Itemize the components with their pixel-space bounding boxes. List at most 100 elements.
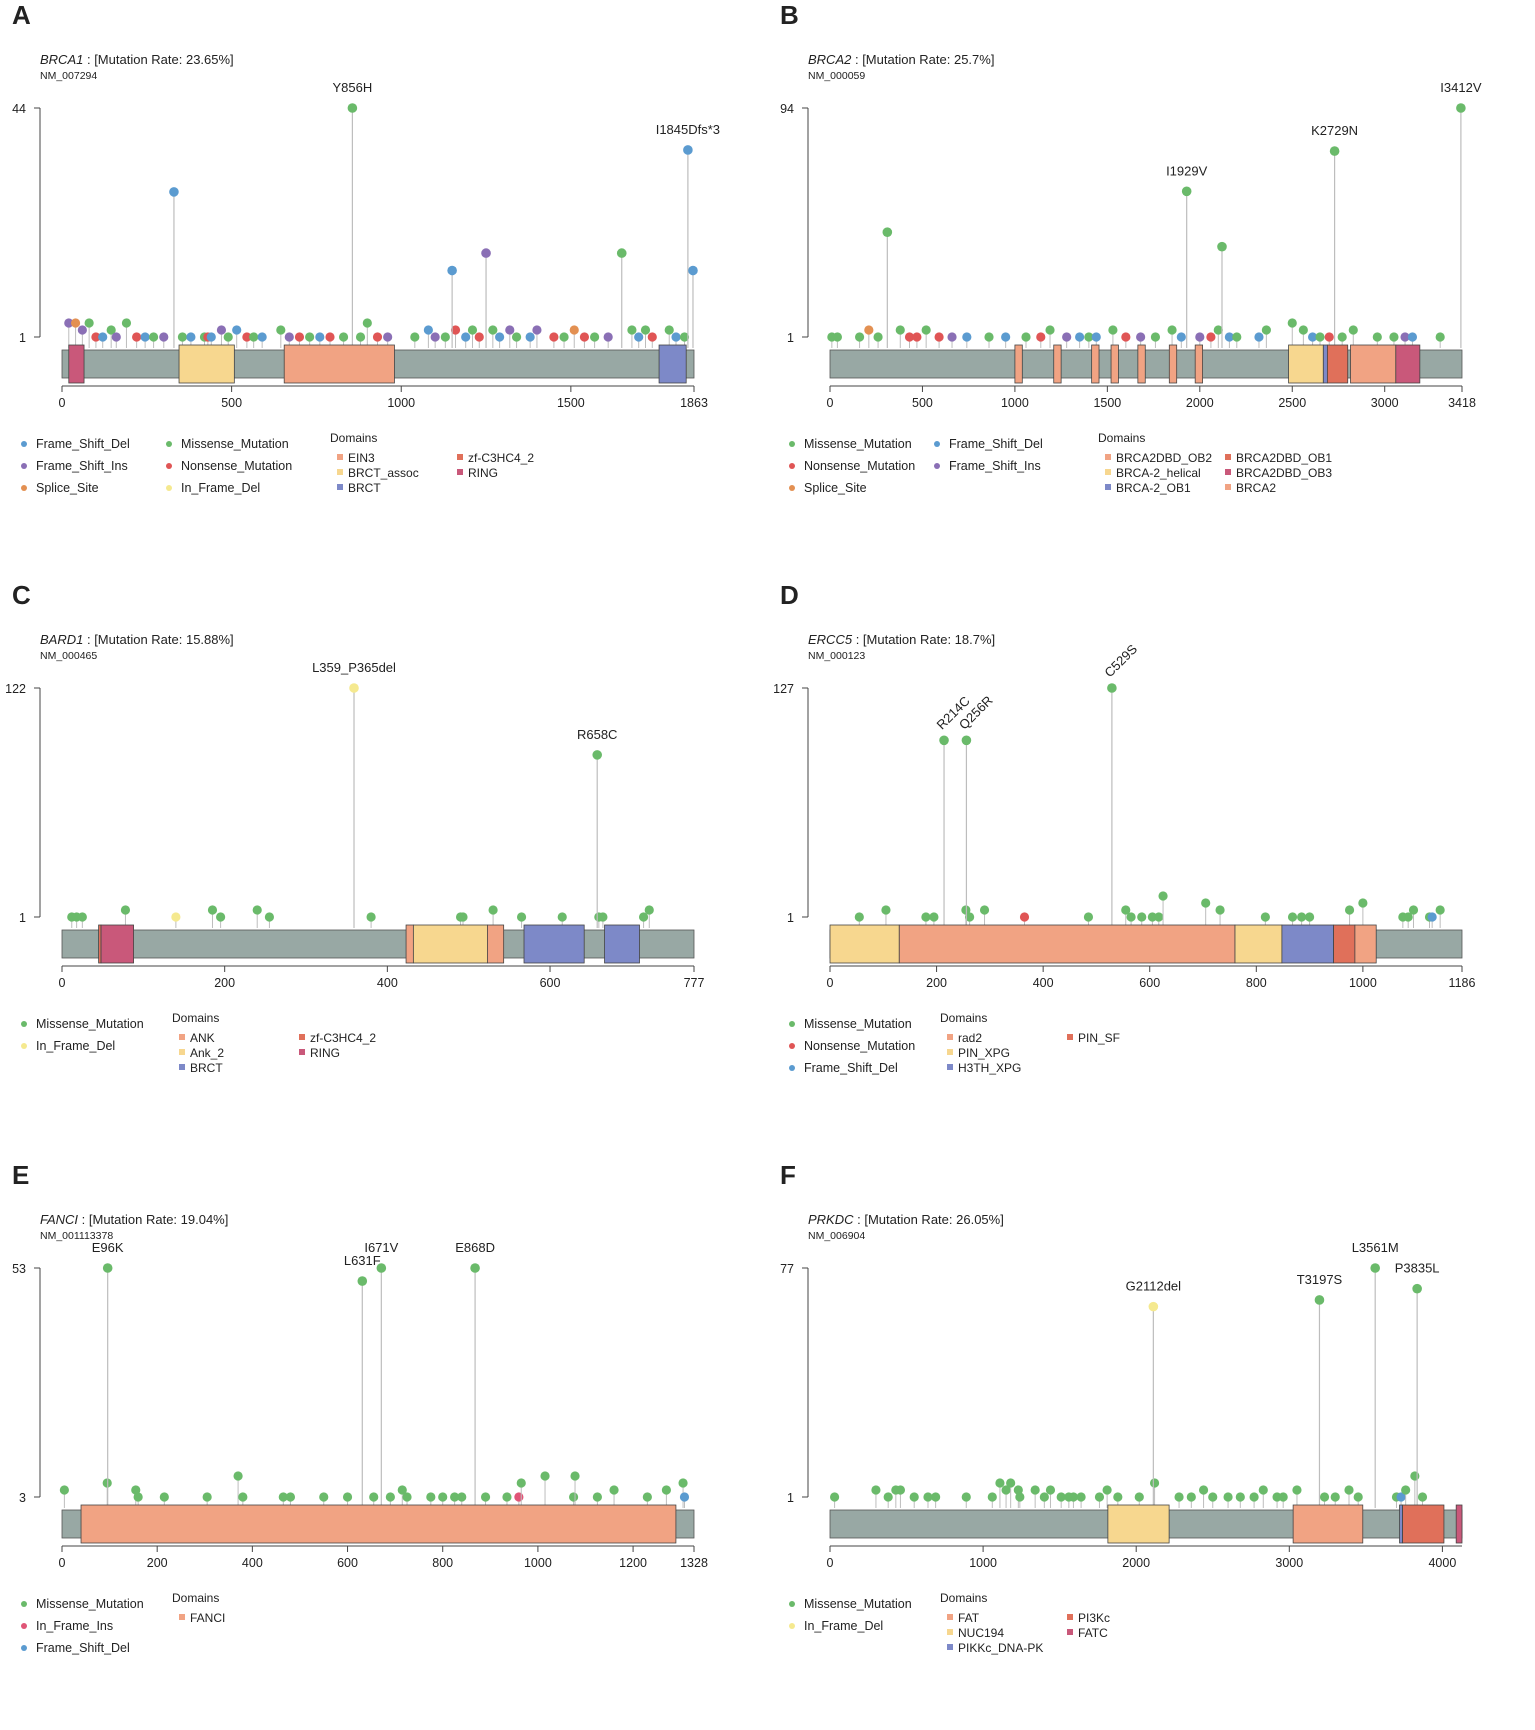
mutation-dot	[1006, 1478, 1016, 1488]
mutation-dot	[979, 905, 990, 915]
mutation-dot	[186, 332, 196, 342]
mutation-dot	[1287, 318, 1297, 328]
mutation-dot	[1348, 325, 1358, 335]
domain-ank	[405, 924, 414, 964]
legend-swatch	[299, 1034, 305, 1040]
mutation-dot	[1223, 1492, 1233, 1502]
mutation-dot	[242, 332, 252, 342]
legend-swatch	[947, 1614, 953, 1620]
mutation-dot	[1186, 1492, 1196, 1502]
legend-label: Missense_Mutation	[804, 1017, 912, 1031]
mutation-dot	[1150, 332, 1161, 342]
legend-label: Splice_Site	[36, 481, 99, 495]
mutation-dot	[159, 1492, 169, 1502]
mutation-dot	[678, 1478, 688, 1488]
mutation-dot	[1407, 332, 1418, 342]
mutation-dot	[410, 332, 420, 342]
legend-swatch	[21, 1043, 27, 1049]
mutation-dot	[1134, 1492, 1144, 1502]
x-tick-label: 2500	[1278, 396, 1306, 410]
mutation-dot	[525, 332, 535, 342]
mutation-label: Y856H	[333, 80, 373, 95]
panel-letter: C	[12, 580, 31, 610]
mutation-dot	[1260, 912, 1270, 922]
mutation-dot	[854, 332, 865, 342]
legend-swatch	[1225, 484, 1231, 490]
x-tick-label: 2000	[1186, 396, 1214, 410]
legend-label: RING	[310, 1046, 340, 1060]
legend-swatch	[21, 441, 27, 447]
chart-title: BRCA2 : [Mutation Rate: 25.7%]	[808, 52, 994, 67]
mutation-dot	[1224, 332, 1234, 342]
chart-title: FANCI : [Mutation Rate: 19.04%]	[40, 1212, 228, 1227]
legend-label: PIN_XPG	[958, 1046, 1010, 1060]
legend-swatch	[947, 1034, 953, 1040]
legend-swatch	[179, 1614, 185, 1620]
legend-swatch	[789, 1601, 795, 1607]
mutation-dot	[1198, 1485, 1209, 1495]
legend-label: Missense_Mutation	[36, 1017, 144, 1031]
mutation-dot	[557, 912, 567, 922]
mutation-dot	[423, 325, 433, 335]
mutation-dot	[909, 1492, 919, 1502]
mutation-dot	[319, 1492, 329, 1502]
mutation-dot	[921, 325, 931, 335]
mutation-dot	[647, 332, 657, 342]
legend-swatch	[1105, 484, 1111, 490]
mutation-dot	[1121, 905, 1131, 915]
legend-swatch	[947, 1049, 953, 1055]
mutation-dot	[223, 332, 233, 342]
mutation-dot	[1121, 332, 1131, 342]
mutation-dot	[264, 912, 275, 922]
domain-brca2	[1168, 344, 1178, 384]
x-tick-label: 500	[221, 396, 242, 410]
domain-pin_xpg	[1234, 924, 1283, 964]
domain-rad2	[1354, 924, 1377, 964]
x-tick-label: 1000	[524, 1556, 552, 1570]
y-tick-label: 44	[12, 102, 26, 116]
x-tick-label: 400	[377, 976, 398, 990]
mutation-dot	[514, 1492, 524, 1502]
mutation-dot	[495, 332, 505, 342]
mutation-dot	[148, 332, 159, 342]
mutation-dot	[440, 332, 450, 342]
legend-label: H3TH_XPG	[958, 1061, 1021, 1075]
mutation-dot	[102, 1263, 113, 1273]
domain-brct_assoc	[178, 344, 235, 384]
mutation-dot	[438, 1492, 448, 1502]
x-tick-label: 777	[684, 976, 705, 990]
mutation-dot	[461, 332, 471, 342]
legend-swatch	[21, 1601, 27, 1607]
mutation-dot	[64, 318, 74, 328]
mutation-dot	[1314, 1295, 1325, 1305]
mutation-dot	[638, 912, 649, 922]
domain-ring	[100, 924, 134, 964]
mutation-dot	[488, 905, 498, 915]
x-tick-label: 1000	[969, 1556, 997, 1570]
mutation-dot	[644, 905, 654, 915]
mutation-dot	[1456, 103, 1466, 113]
mutation-dot	[480, 1492, 491, 1502]
x-tick-label: 800	[432, 1556, 453, 1570]
y-tick-label: 53	[12, 1262, 26, 1276]
chart-title: ERCC5 : [Mutation Rate: 18.7%]	[808, 632, 995, 647]
mutation-dot	[1330, 1492, 1340, 1502]
transcript-id: NM_001113378	[40, 1230, 113, 1242]
mutation-dot	[233, 1471, 243, 1481]
transcript-id: NM_000123	[808, 650, 865, 662]
mutation-dot	[132, 332, 142, 342]
mutation-dot	[362, 318, 372, 328]
mutation-dot	[516, 1478, 526, 1488]
legend-label: zf-C3HC4_2	[310, 1031, 376, 1045]
mutation-dot	[592, 1492, 602, 1502]
domain-fatc	[1455, 1504, 1463, 1544]
y-tick-label: 77	[780, 1262, 794, 1276]
mutation-dot	[1427, 912, 1437, 922]
mutation-dot	[294, 332, 305, 342]
mutation-dot	[1396, 1492, 1406, 1502]
mutation-dot	[661, 1485, 671, 1495]
legend-swatch	[1067, 1629, 1073, 1635]
domain-ein3	[283, 344, 395, 384]
mutation-dot	[1249, 1492, 1259, 1502]
mutation-dot	[470, 1263, 480, 1273]
